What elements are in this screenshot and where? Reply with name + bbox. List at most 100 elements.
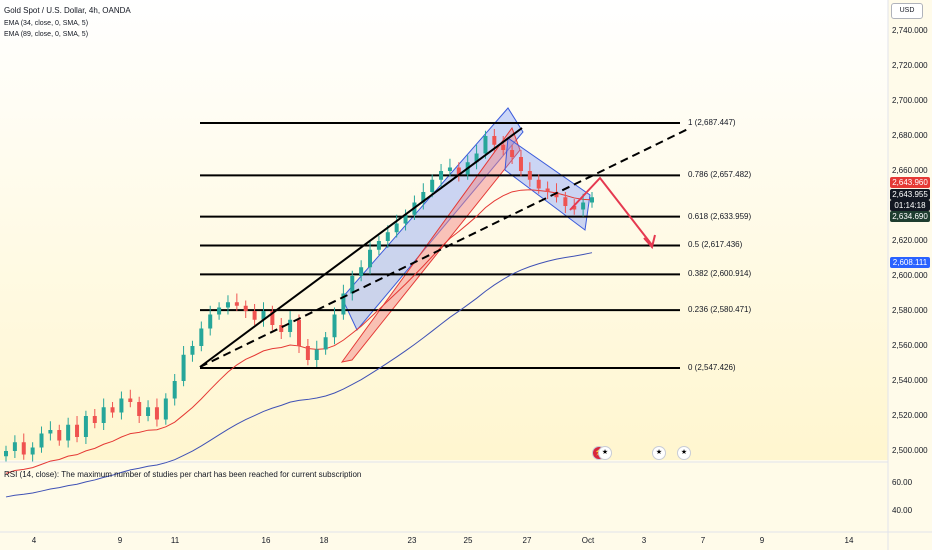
candle-body — [12, 442, 17, 451]
candle-body — [190, 346, 195, 355]
candle-body — [119, 398, 124, 413]
date-axis-label: 9 — [117, 536, 123, 545]
price-axis-label: 2,680.000 — [892, 131, 928, 140]
candle-body — [474, 153, 479, 163]
candle-body — [181, 354, 186, 381]
date-axis-label: 11 — [170, 536, 180, 545]
candle-body — [4, 451, 8, 457]
candle-body — [75, 424, 80, 437]
price-axis-label: 2,660.000 — [892, 166, 928, 175]
fib-label: 0.236 (2,580.471) — [688, 305, 752, 315]
fib-label: 0 (2,547.426) — [688, 363, 736, 372]
candle-body — [483, 136, 488, 154]
rsi-pane — [0, 462, 888, 532]
date-axis-label: Oct — [581, 536, 595, 545]
fib-label: 1 (2,687.447) — [688, 117, 736, 127]
rsi-message: RSI (14, close): The maximum number of s… — [4, 470, 362, 479]
candle-body — [305, 346, 310, 360]
candle-body — [385, 232, 390, 241]
candle-body — [572, 206, 577, 210]
candle-body — [590, 197, 594, 203]
candle-body — [146, 407, 151, 416]
candle-body — [225, 302, 230, 308]
price-axis-label: 2,600.000 — [892, 271, 928, 280]
candle-body — [154, 407, 159, 420]
price-axis-label: 2,720.000 — [892, 61, 928, 70]
date-axis-label: 25 — [463, 536, 473, 545]
trendline-support — [199, 127, 523, 368]
fib-label: 0.786 (2,657.482) — [688, 170, 752, 180]
candle-body — [217, 307, 222, 315]
price-axis-label: 2,500.000 — [892, 446, 928, 455]
price-axis-label: 2,540.000 — [892, 376, 928, 385]
candle-body — [163, 398, 168, 420]
candle-body — [492, 136, 497, 145]
date-axis-label: 3 — [641, 536, 647, 545]
candle-body — [66, 424, 71, 441]
last-high-tag: 2,643.955 — [890, 189, 930, 200]
candle-body — [39, 433, 44, 448]
price-axis-label: 2,620.000 — [892, 236, 928, 245]
candle-body — [270, 311, 275, 325]
candle-body — [137, 402, 142, 416]
rsi-axis-60: 60.00 — [892, 478, 913, 487]
currency-button[interactable]: USD — [891, 3, 923, 19]
candle-body — [376, 241, 381, 250]
candle-body — [536, 179, 541, 189]
candle-body — [332, 314, 337, 338]
candle-body — [243, 305, 248, 311]
candle-body — [288, 319, 293, 332]
date-axis-label: 23 — [407, 536, 417, 545]
legend-ema34: EMA (34, close, 0, SMA, 5) — [4, 20, 89, 27]
date-axis-label: 14 — [844, 536, 854, 545]
price-axis-label: 2,520.000 — [892, 411, 928, 420]
date-axis-label: 27 — [522, 536, 532, 545]
price-axis-label: 2,580.000 — [892, 306, 928, 315]
ema89-tag: 2,608.111 — [890, 257, 930, 268]
price-axis-label: 2,740.000 — [892, 26, 928, 35]
candle-body — [350, 276, 355, 294]
date-axis-label: 16 — [261, 536, 271, 545]
candle-body — [456, 167, 461, 175]
candle-body — [261, 311, 266, 320]
candle-body — [554, 192, 559, 198]
candle-body — [208, 314, 213, 329]
candle-body — [518, 157, 523, 171]
projection-arrow — [569, 176, 653, 246]
date-axis-label: 4 — [31, 536, 37, 545]
candle-body — [394, 223, 399, 233]
candle-body — [439, 171, 444, 180]
candle-body — [527, 171, 532, 180]
candle-body — [430, 179, 435, 192]
candle-body — [297, 319, 301, 346]
us-flag-event-icon[interactable]: ★ — [598, 446, 612, 460]
candle-body — [234, 302, 239, 306]
candle-body — [199, 328, 204, 346]
us-flag-event-icon-3[interactable]: ★ — [677, 446, 691, 460]
candle-body — [92, 416, 97, 423]
candle-body — [581, 202, 586, 210]
legend-ema89: EMA (89, close, 0, SMA, 5) — [4, 31, 89, 38]
candle-body — [403, 214, 408, 224]
us-flag-event-icon-2[interactable]: ★ — [652, 446, 666, 460]
candle-body — [172, 381, 177, 399]
fibonacci-lines — [200, 121, 680, 370]
candle-body — [421, 192, 426, 203]
legend-symbol: Gold Spot / U.S. Dollar, 4h, OANDA — [4, 6, 131, 15]
candle-body — [279, 325, 284, 332]
candle-body — [368, 249, 373, 268]
candle-body — [563, 197, 568, 206]
candle-body — [128, 398, 133, 402]
last-price-tag: 2,643.960 — [890, 177, 930, 188]
candle-body — [83, 416, 88, 437]
countdown-tag: 01:14:18 — [890, 200, 930, 211]
candle-body — [21, 442, 26, 455]
candle-body — [48, 430, 53, 434]
date-axis-label: 9 — [759, 536, 765, 545]
candle-body — [110, 407, 115, 413]
candles — [4, 129, 594, 462]
candle-body — [252, 311, 257, 320]
candle-body — [447, 167, 452, 171]
candle-body — [341, 293, 346, 315]
